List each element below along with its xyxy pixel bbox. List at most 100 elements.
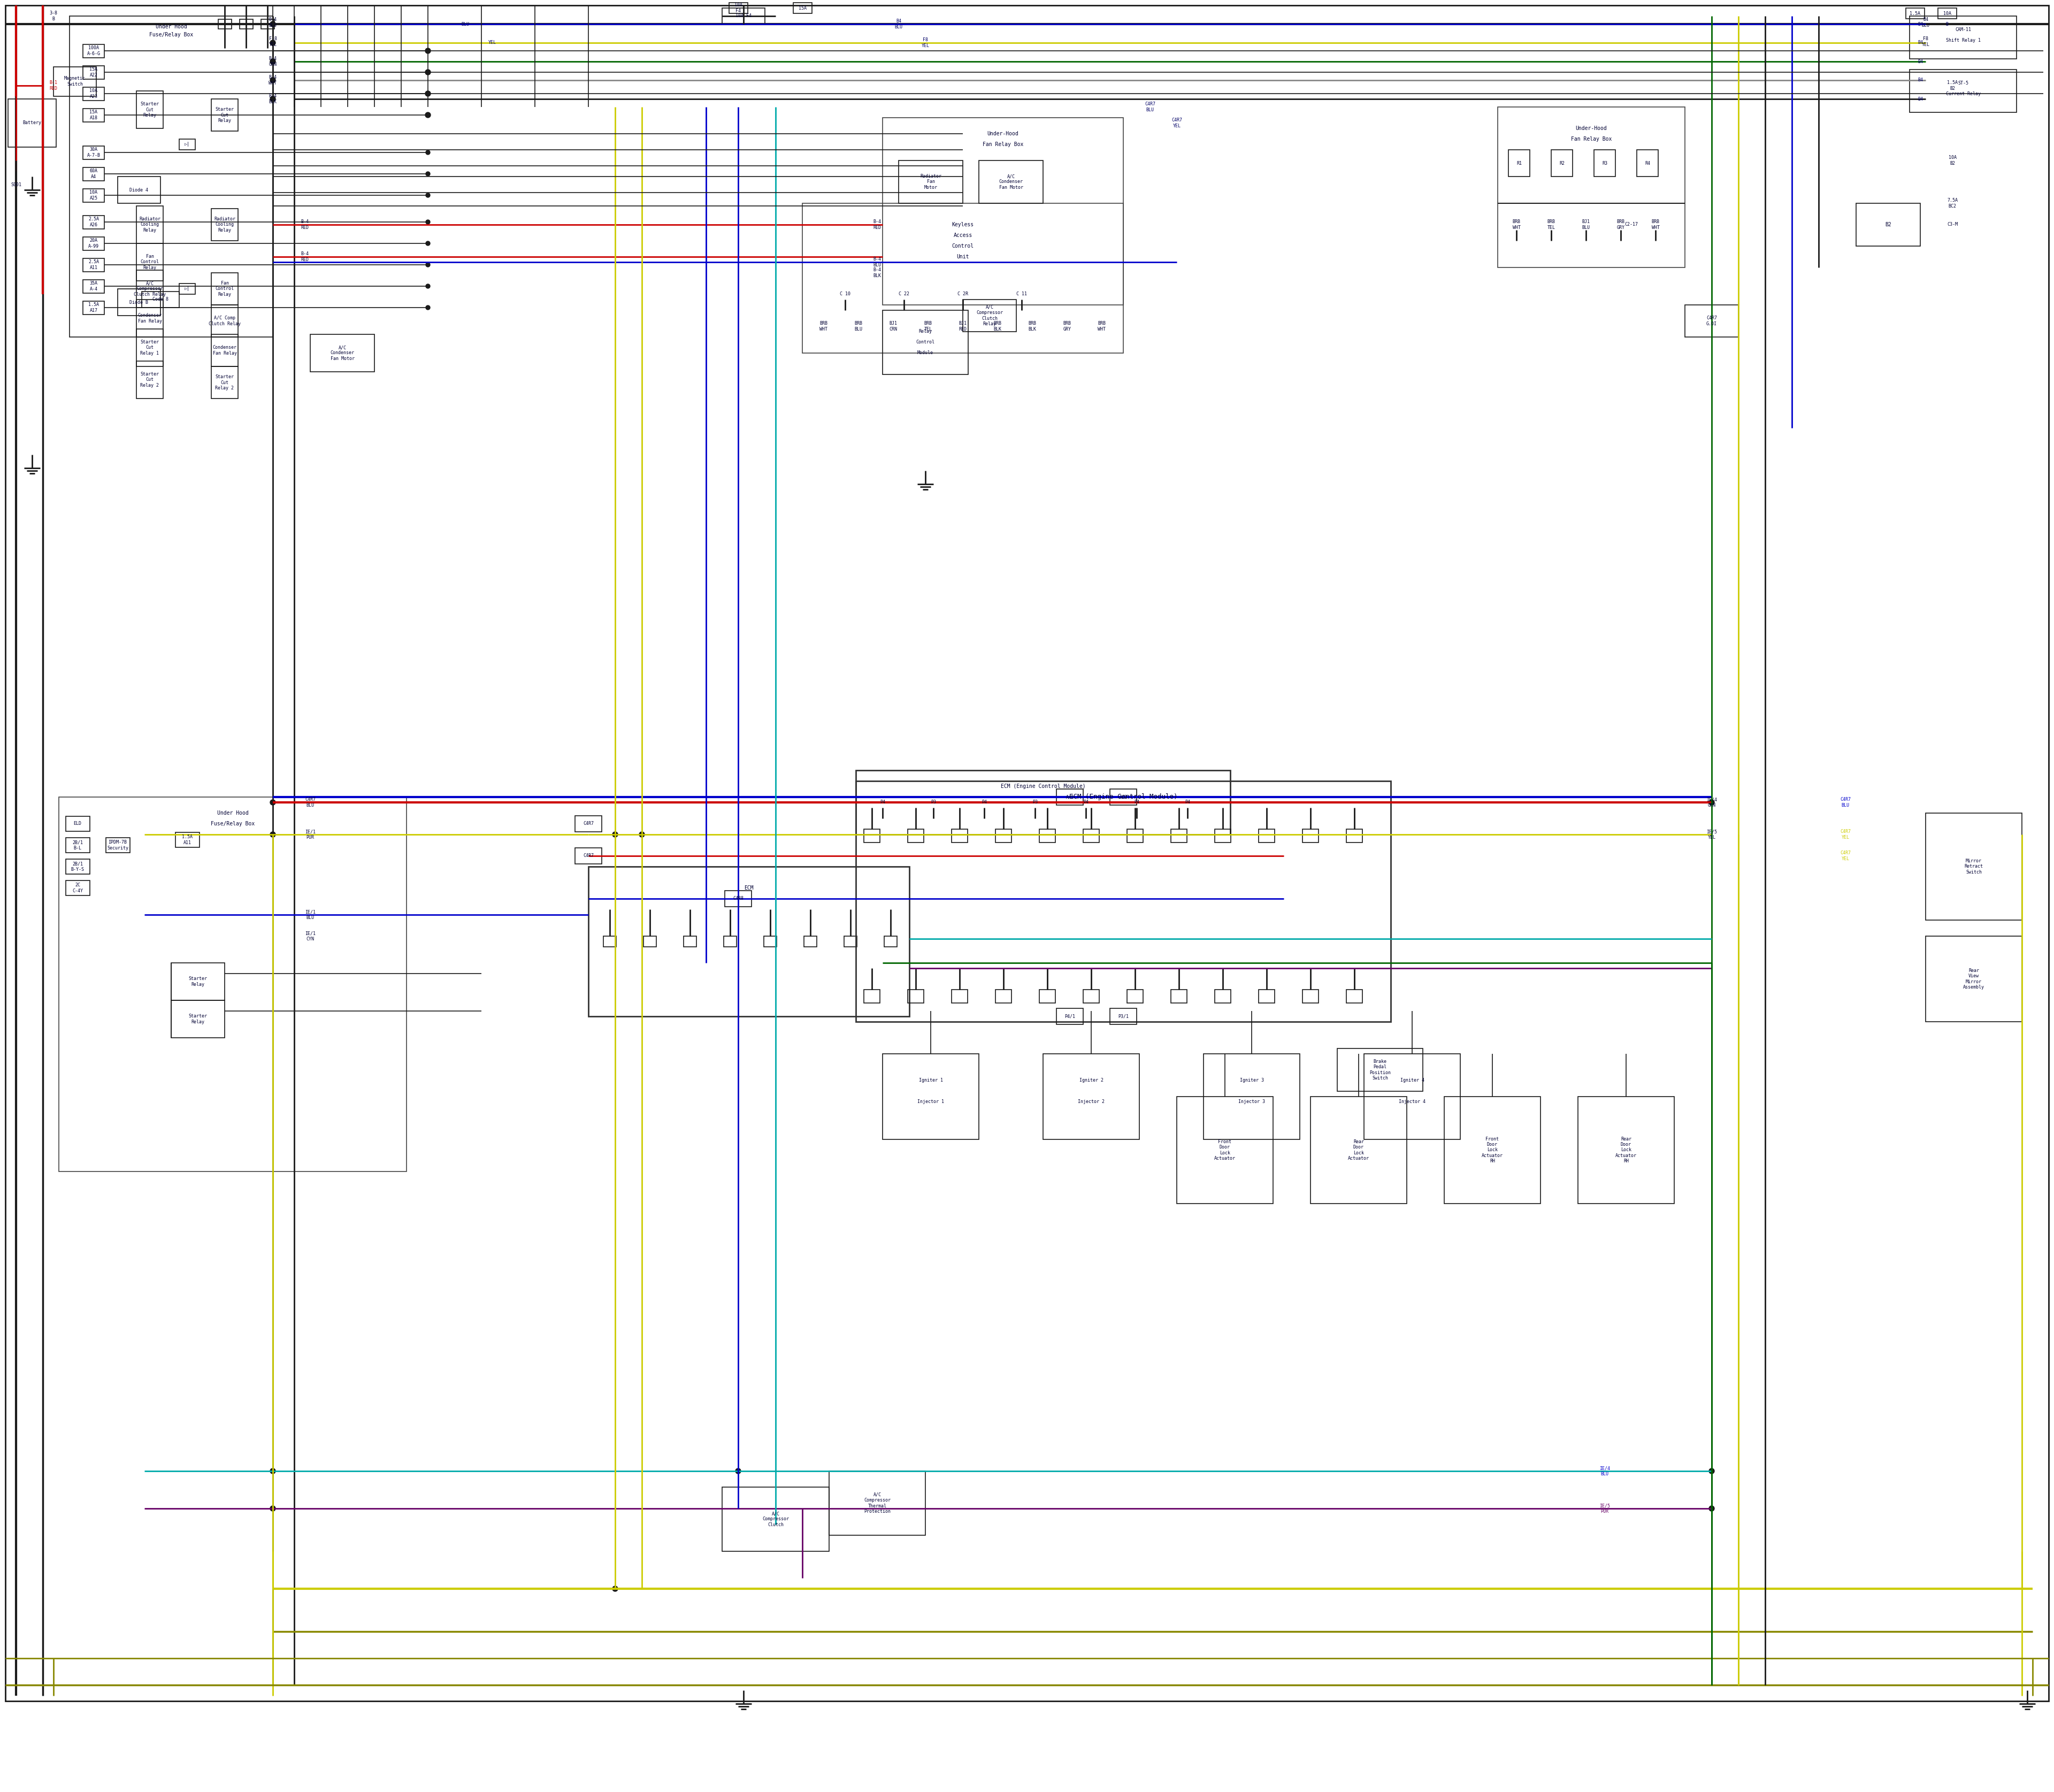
Text: A/C
Compressor
Clutch
Relay: A/C Compressor Clutch Relay — [976, 305, 1002, 326]
Text: 10A
B2: 10A B2 — [1949, 156, 1955, 165]
Text: C4R7
BLU: C4R7 BLU — [1144, 102, 1154, 113]
Text: Igniter 4: Igniter 4 — [1401, 1079, 1423, 1082]
Bar — [803, 935, 817, 946]
Bar — [1039, 989, 1056, 1004]
Text: B-4
RED: B-4 RED — [873, 219, 881, 229]
Text: Relay: Relay — [918, 330, 933, 333]
Text: BLU: BLU — [462, 22, 470, 27]
Text: C3-M: C3-M — [1947, 222, 1957, 228]
Bar — [857, 771, 1230, 835]
Bar — [82, 258, 105, 272]
Bar — [82, 88, 105, 100]
Bar — [1302, 830, 1319, 842]
Text: B4
BLU: B4 BLU — [1923, 18, 1929, 27]
Text: Under-Hood: Under-Hood — [1575, 125, 1606, 131]
Bar — [179, 283, 195, 294]
Bar — [1857, 202, 1920, 246]
Text: 15A
A18: 15A A18 — [90, 109, 99, 120]
Text: P4/1: P4/1 — [1064, 1014, 1074, 1020]
Text: Magnetic
Switch: Magnetic Switch — [64, 75, 86, 86]
Bar — [310, 335, 374, 371]
Bar — [1310, 1097, 1407, 1204]
Bar — [587, 867, 910, 1016]
Text: Fan
Control
Relay: Fan Control Relay — [140, 254, 158, 271]
Text: C4R7
YEL: C4R7 YEL — [1840, 851, 1851, 862]
Text: A/1: A/1 — [1066, 794, 1074, 799]
Bar — [212, 272, 238, 305]
Bar — [66, 880, 90, 896]
Bar — [1364, 1054, 1460, 1140]
Text: C4R8: C4R8 — [733, 896, 744, 901]
Bar — [1927, 935, 2021, 1021]
Text: BRB
WHT: BRB WHT — [820, 321, 828, 332]
Bar — [1259, 989, 1276, 1004]
Text: C4R7
BLU: C4R7 BLU — [304, 797, 316, 808]
Bar — [66, 817, 90, 831]
Text: Igniter 3: Igniter 3 — [1241, 1079, 1263, 1082]
Text: Starter
Cut
Relay 2: Starter Cut Relay 2 — [140, 371, 158, 387]
Circle shape — [425, 263, 429, 267]
Circle shape — [271, 799, 275, 805]
Bar — [857, 781, 1391, 1021]
Bar — [865, 830, 879, 842]
Bar — [136, 271, 162, 308]
Bar — [136, 91, 162, 129]
Bar — [1056, 1009, 1082, 1025]
Bar — [996, 989, 1011, 1004]
Text: Fan Relay Box: Fan Relay Box — [1571, 136, 1612, 142]
Text: C 2R: C 2R — [957, 292, 967, 297]
Text: B-1
RED: B-1 RED — [49, 81, 58, 91]
Bar — [8, 99, 55, 147]
Circle shape — [612, 1586, 618, 1591]
Bar — [980, 161, 1043, 202]
Bar — [1177, 1097, 1273, 1204]
Text: 15A: 15A — [799, 5, 807, 11]
Bar — [261, 20, 275, 29]
Circle shape — [425, 48, 431, 54]
Text: 2.5A
A26: 2.5A A26 — [88, 217, 99, 228]
Bar — [1128, 989, 1144, 1004]
Bar — [575, 848, 602, 864]
Bar — [82, 167, 105, 181]
Text: 2B/1
B-L: 2B/1 B-L — [72, 840, 82, 851]
Bar — [1082, 989, 1099, 1004]
Text: ECM (Engine Control Module): ECM (Engine Control Module) — [1070, 794, 1177, 801]
Text: IE/4
BLU: IE/4 BLU — [1600, 1466, 1610, 1477]
Text: C4R7
YEL: C4R7 YEL — [1840, 830, 1851, 840]
Text: B4
BLU: B4 BLU — [896, 20, 902, 29]
Bar — [179, 140, 195, 151]
Text: 1.5A: 1.5A — [1910, 11, 1920, 16]
Bar — [764, 935, 776, 946]
Circle shape — [425, 48, 429, 54]
Text: C2-17: C2-17 — [1625, 222, 1639, 228]
Circle shape — [425, 172, 429, 176]
Circle shape — [425, 285, 429, 289]
Bar — [908, 989, 924, 1004]
Bar — [963, 299, 1017, 332]
Bar — [951, 830, 967, 842]
Bar — [82, 66, 105, 79]
Text: Injector 1: Injector 1 — [918, 1100, 945, 1104]
Bar — [170, 962, 224, 1000]
Bar — [82, 301, 105, 315]
Bar — [575, 815, 602, 831]
Text: P3: P3 — [930, 799, 937, 805]
Bar — [1214, 830, 1230, 842]
Text: Mirror
Retract
Switch: Mirror Retract Switch — [1964, 858, 1982, 874]
Text: Keyless: Keyless — [951, 222, 974, 228]
Text: Control: Control — [916, 340, 935, 344]
Text: B4: B4 — [1918, 22, 1923, 27]
Bar — [723, 7, 764, 23]
Circle shape — [735, 1468, 741, 1473]
Bar — [212, 335, 238, 366]
Text: ELD: ELD — [74, 821, 82, 826]
Text: IPDM-7B
Security: IPDM-7B Security — [107, 840, 127, 851]
Bar — [107, 837, 129, 853]
Bar — [1039, 830, 1056, 842]
Text: YEL: YEL — [489, 41, 497, 45]
Text: BRB
WHT: BRB WHT — [1651, 219, 1660, 229]
Bar — [883, 935, 898, 946]
Bar — [1043, 1054, 1140, 1140]
Text: Rear
Door
Lock
Actuator: Rear Door Lock Actuator — [1347, 1140, 1370, 1161]
Text: IE/1
CYN: IE/1 CYN — [304, 930, 316, 941]
